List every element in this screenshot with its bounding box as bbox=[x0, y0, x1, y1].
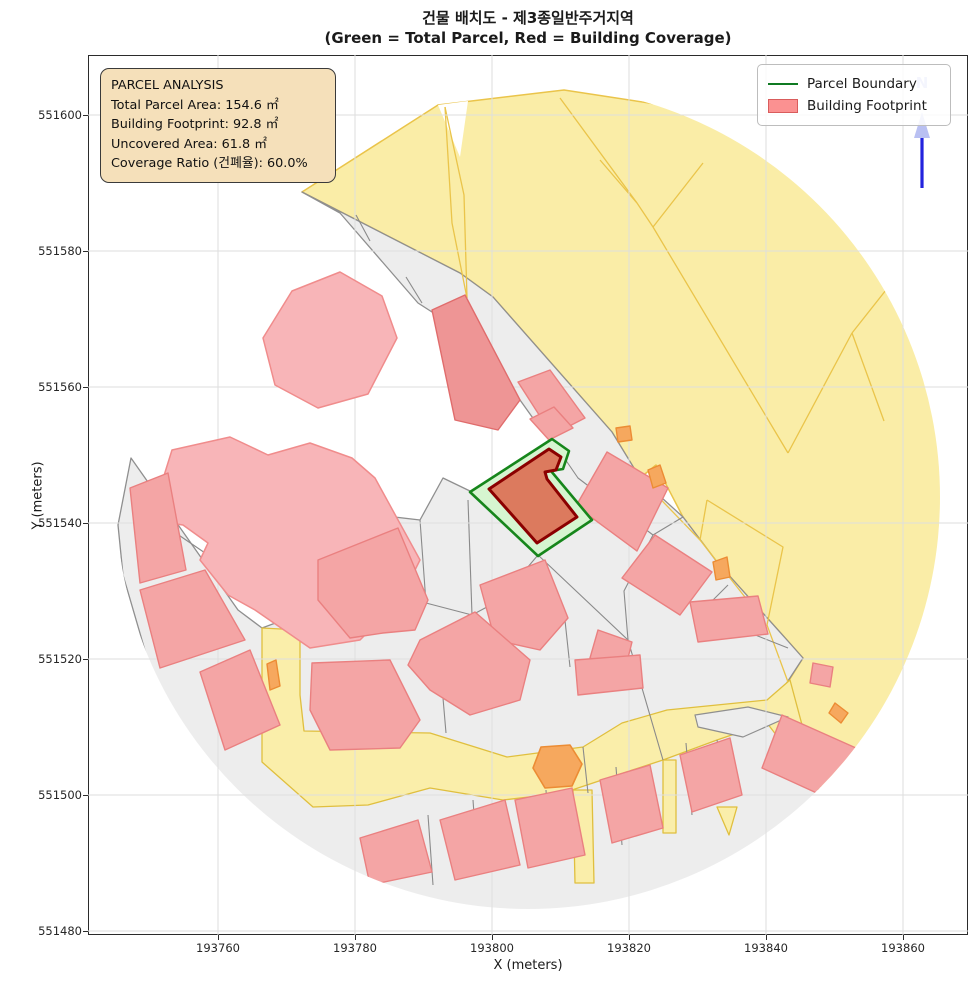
info-line-footprint: Building Footprint: 92.8 ㎡ bbox=[111, 117, 279, 132]
building bbox=[317, 527, 429, 639]
parcel-line bbox=[467, 499, 473, 616]
building-orange bbox=[615, 425, 633, 443]
info-line-title: PARCEL ANALYSIS bbox=[111, 78, 224, 93]
x-tick-label: 193860 bbox=[881, 941, 925, 955]
parcel-line bbox=[427, 814, 434, 886]
building bbox=[199, 649, 281, 751]
x-tick-mark bbox=[218, 935, 219, 940]
x-tick-label: 193800 bbox=[470, 941, 514, 955]
building-orange bbox=[828, 702, 849, 724]
building bbox=[621, 534, 713, 616]
y-tick-mark bbox=[83, 659, 88, 660]
building bbox=[359, 819, 433, 886]
x-tick-mark bbox=[903, 935, 904, 940]
zone-line bbox=[652, 162, 704, 228]
zone-line bbox=[766, 624, 789, 683]
parcel-analysis-info-box: PARCEL ANALYSIS Total Parcel Area: 154.6… bbox=[100, 68, 336, 183]
building bbox=[575, 451, 669, 552]
info-line-uncovered: Uncovered Area: 61.8 ㎡ bbox=[111, 136, 268, 152]
y-tick-mark bbox=[83, 931, 88, 932]
building bbox=[809, 662, 834, 688]
y-tick-mark bbox=[83, 795, 88, 796]
parcel-line bbox=[355, 214, 371, 242]
x-tick-label: 193840 bbox=[744, 941, 788, 955]
legend: Parcel Boundary Building Footprint bbox=[757, 64, 951, 126]
y-tick-mark bbox=[83, 387, 88, 388]
y-tick-mark bbox=[83, 251, 88, 252]
zone-line bbox=[851, 332, 885, 422]
legend-item-building-footprint: Building Footprint bbox=[768, 95, 940, 117]
y-tick-label: 551540 bbox=[38, 516, 82, 530]
zone-line bbox=[599, 159, 638, 204]
building bbox=[574, 654, 644, 696]
x-tick-mark bbox=[766, 935, 767, 940]
building bbox=[431, 294, 521, 431]
legend-label: Parcel Boundary bbox=[807, 76, 917, 92]
building bbox=[139, 569, 246, 669]
building-orange bbox=[266, 659, 281, 691]
x-tick-mark bbox=[629, 935, 630, 940]
x-tick-label: 193760 bbox=[196, 941, 240, 955]
parcel-boundary-line-swatch bbox=[768, 83, 798, 85]
y-tick-label: 551560 bbox=[38, 380, 82, 394]
x-tick-label: 193820 bbox=[607, 941, 651, 955]
building bbox=[439, 799, 521, 881]
legend-label: Building Footprint bbox=[807, 98, 927, 114]
chart-title-block: 건물 배치도 - 제3종일반주거지역 (Green = Total Parcel… bbox=[88, 8, 968, 48]
building bbox=[679, 737, 743, 813]
zone-line bbox=[444, 106, 468, 299]
x-tick-mark bbox=[492, 935, 493, 940]
building bbox=[309, 659, 421, 751]
building bbox=[514, 787, 586, 869]
parcel-line bbox=[582, 746, 589, 794]
building-orange-hex bbox=[532, 744, 583, 789]
legend-item-parcel-boundary: Parcel Boundary bbox=[768, 73, 940, 95]
info-line-total-area: Total Parcel Area: 154.6 ㎡ bbox=[111, 97, 279, 113]
zone-line bbox=[444, 106, 468, 299]
x-tick-label: 193780 bbox=[333, 941, 377, 955]
parcel-line bbox=[419, 519, 427, 604]
y-tick-label: 551600 bbox=[38, 108, 82, 122]
y-axis-label: Y (meters) bbox=[30, 461, 46, 530]
y-tick-label: 551520 bbox=[38, 652, 82, 666]
parcel-line bbox=[405, 276, 423, 304]
road-stub-2 bbox=[662, 759, 677, 834]
building bbox=[599, 764, 664, 844]
y-tick-label: 551480 bbox=[38, 924, 82, 938]
y-tick-label: 551580 bbox=[38, 244, 82, 258]
x-tick-mark bbox=[355, 935, 356, 940]
y-tick-mark bbox=[83, 115, 88, 116]
building-orange bbox=[712, 556, 731, 581]
x-axis-label: X (meters) bbox=[493, 958, 563, 973]
parcel-line bbox=[652, 516, 684, 536]
building-footprint-patch-swatch bbox=[768, 99, 798, 113]
target-building-red bbox=[487, 447, 579, 545]
y-tick-mark bbox=[83, 523, 88, 524]
building bbox=[689, 595, 769, 643]
building bbox=[407, 611, 531, 716]
chart-subtitle: (Green = Total Parcel, Red = Building Co… bbox=[324, 29, 732, 47]
road-stub-3 bbox=[716, 806, 738, 836]
zone-line bbox=[787, 332, 853, 454]
building-blob bbox=[262, 271, 398, 409]
building bbox=[529, 406, 574, 441]
chart-title: 건물 배치도 - 제3종일반주거지역 bbox=[422, 9, 634, 27]
y-tick-label: 551500 bbox=[38, 788, 82, 802]
map-canvas: N bbox=[88, 55, 968, 935]
info-line-coverage: Coverage Ratio (건폐율): 60.0% bbox=[111, 156, 308, 171]
building bbox=[129, 472, 187, 584]
building-orange bbox=[647, 464, 667, 489]
